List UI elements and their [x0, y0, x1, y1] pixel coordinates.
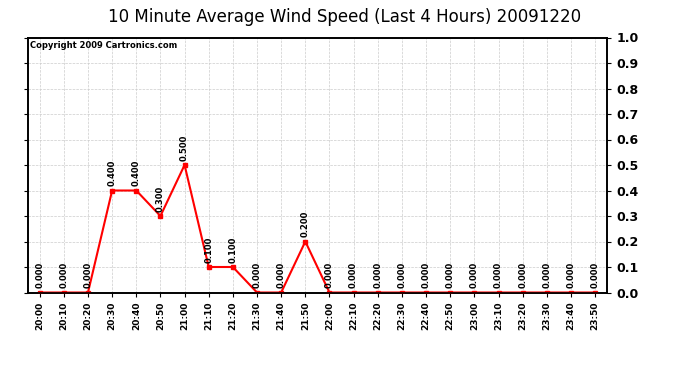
Text: 0.000: 0.000: [397, 262, 406, 288]
Text: 10 Minute Average Wind Speed (Last 4 Hours) 20091220: 10 Minute Average Wind Speed (Last 4 Hou…: [108, 8, 582, 26]
Text: 0.000: 0.000: [518, 262, 527, 288]
Text: 0.100: 0.100: [228, 237, 237, 263]
Text: 0.400: 0.400: [108, 160, 117, 186]
Text: 0.500: 0.500: [180, 135, 189, 161]
Text: 0.400: 0.400: [132, 160, 141, 186]
Text: 0.000: 0.000: [542, 262, 551, 288]
Text: 0.000: 0.000: [277, 262, 286, 288]
Text: 0.000: 0.000: [349, 262, 358, 288]
Text: 0.300: 0.300: [156, 186, 165, 212]
Text: 0.000: 0.000: [591, 262, 600, 288]
Text: 0.000: 0.000: [325, 262, 334, 288]
Text: 0.000: 0.000: [373, 262, 382, 288]
Text: 0.100: 0.100: [204, 237, 213, 263]
Text: 0.000: 0.000: [83, 262, 92, 288]
Text: 0.000: 0.000: [422, 262, 431, 288]
Text: 0.000: 0.000: [494, 262, 503, 288]
Text: 0.000: 0.000: [59, 262, 68, 288]
Text: 0.000: 0.000: [446, 262, 455, 288]
Text: Copyright 2009 Cartronics.com: Copyright 2009 Cartronics.com: [30, 41, 178, 50]
Text: 0.000: 0.000: [35, 262, 44, 288]
Text: 0.000: 0.000: [253, 262, 262, 288]
Text: 0.000: 0.000: [470, 262, 479, 288]
Text: 0.200: 0.200: [301, 211, 310, 237]
Text: 0.000: 0.000: [566, 262, 575, 288]
